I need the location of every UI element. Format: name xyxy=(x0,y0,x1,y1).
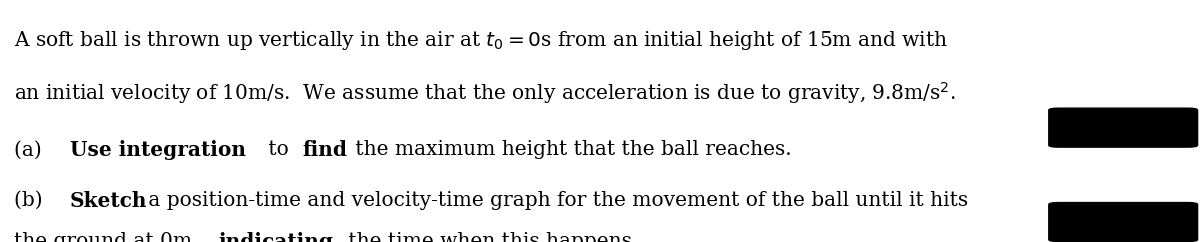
Text: an initial velocity of 10m/s.  We assume that the only acceleration is due to gr: an initial velocity of 10m/s. We assume … xyxy=(14,80,956,106)
Text: the ground at 0m,: the ground at 0m, xyxy=(14,232,205,242)
Text: indicating: indicating xyxy=(218,232,334,242)
Text: Use integration: Use integration xyxy=(70,140,246,160)
Text: the maximum height that the ball reaches.: the maximum height that the ball reaches… xyxy=(349,140,792,159)
Text: (a): (a) xyxy=(14,140,55,159)
Text: a position-time and velocity-time graph for the movement of the ball until it hi: a position-time and velocity-time graph … xyxy=(142,191,967,210)
FancyBboxPatch shape xyxy=(1049,108,1198,147)
Text: find: find xyxy=(302,140,348,160)
Text: A soft ball is thrown up vertically in the air at $t_0 = 0$s from an initial hei: A soft ball is thrown up vertically in t… xyxy=(14,29,948,52)
Text: (b): (b) xyxy=(14,191,55,210)
Text: the time when this happens.: the time when this happens. xyxy=(342,232,638,242)
Text: Sketch: Sketch xyxy=(70,191,148,211)
Text: to: to xyxy=(262,140,295,159)
FancyBboxPatch shape xyxy=(1049,203,1198,242)
